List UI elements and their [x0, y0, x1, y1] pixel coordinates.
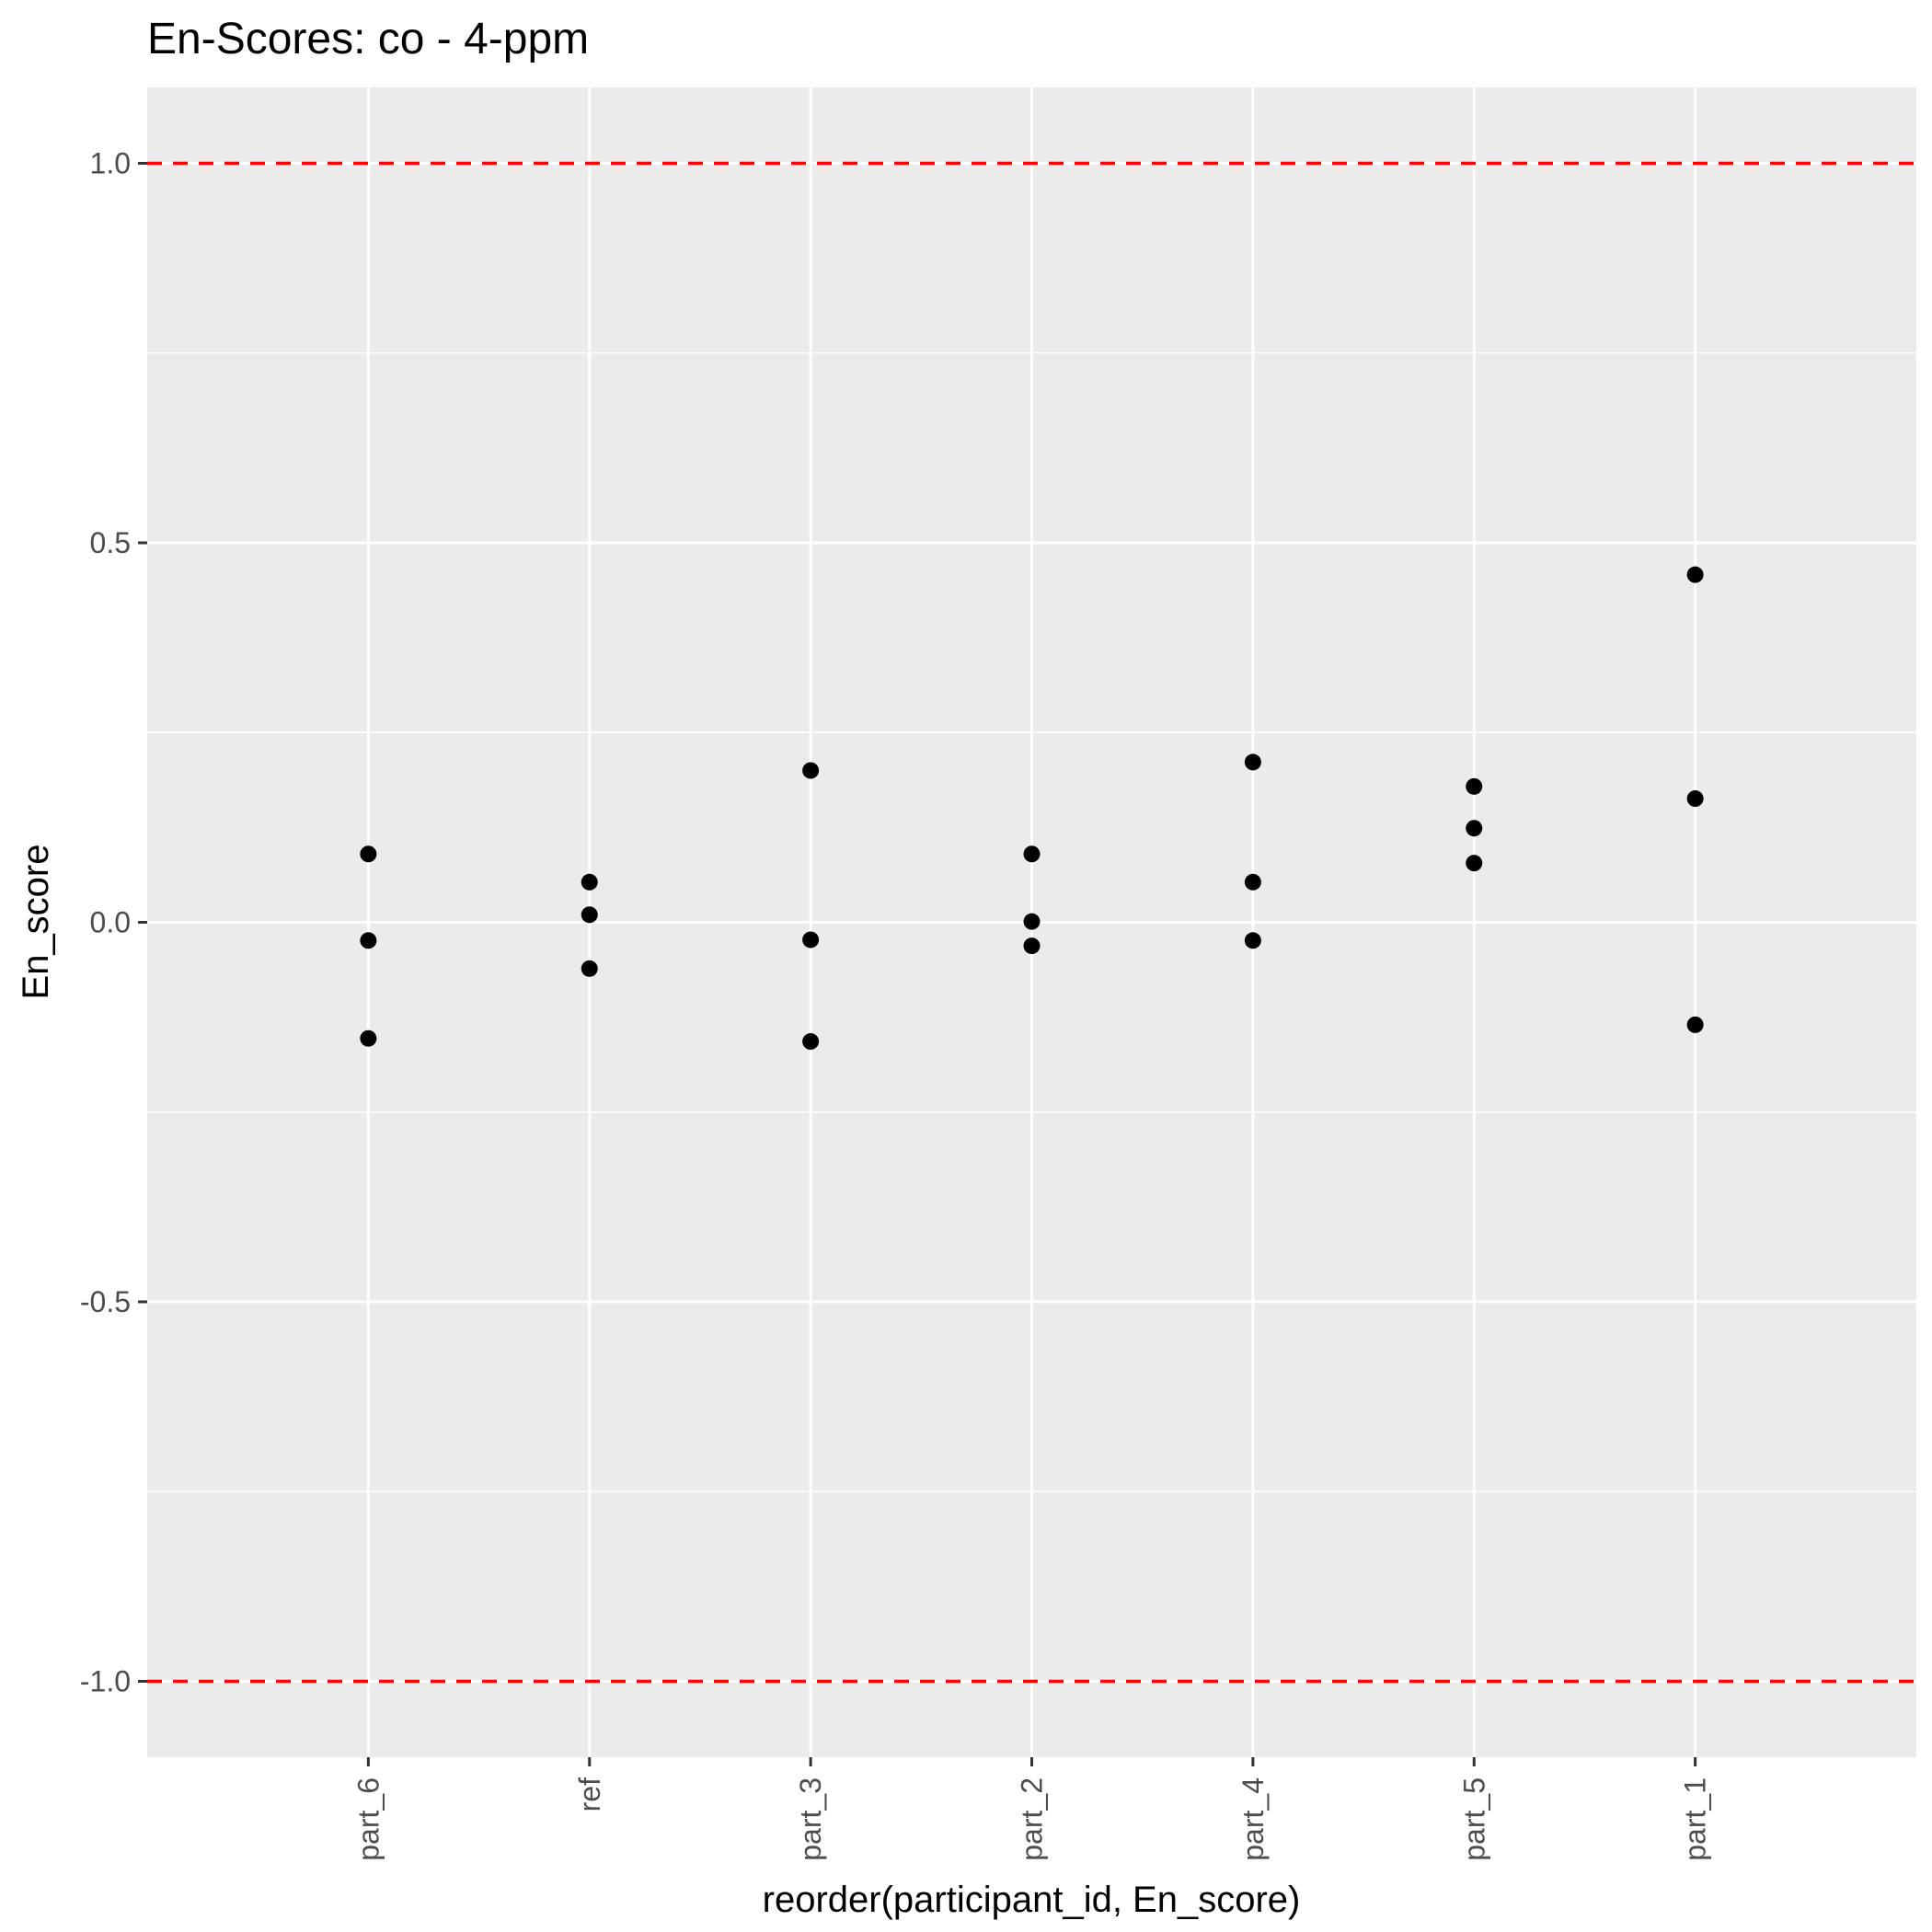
- data-point-part_6: [360, 932, 377, 949]
- data-point-ref: [581, 960, 598, 977]
- data-point-ref: [581, 906, 598, 924]
- reference-lines: [147, 161, 1916, 1684]
- x-tick-label-part_6: part_6: [351, 1777, 385, 1861]
- data-point-part_4: [1244, 873, 1261, 891]
- data-point-part_2: [1023, 937, 1041, 955]
- data-point-part_2: [1023, 913, 1041, 930]
- x-tick-label-ref: ref: [573, 1777, 606, 1811]
- x-axis-ticks: part_6 ref part_3 part_2 part_4 part_5 part_1: [351, 1757, 1712, 1861]
- data-point-part_1: [1686, 566, 1704, 583]
- x-tick-label-part_4: part_4: [1236, 1777, 1270, 1861]
- data-point-part_6: [360, 1029, 377, 1047]
- x-tick-label-part_1: part_1: [1679, 1777, 1712, 1861]
- data-point-part_3: [802, 931, 820, 949]
- y-axis-ticks: 1.0 0.5 0.0 -0.5 -1.0: [80, 147, 147, 1698]
- data-point-part_5: [1466, 777, 1483, 795]
- x-tick-label-part_5: part_5: [1457, 1777, 1490, 1861]
- data-point-part_4: [1244, 932, 1261, 949]
- y-tick-label: 0.5: [90, 526, 131, 559]
- data-points: [360, 566, 1704, 1051]
- data-point-part_1: [1686, 1016, 1704, 1033]
- x-tick-label-part_3: part_3: [794, 1777, 827, 1861]
- x-tick-label-part_2: part_2: [1016, 1777, 1049, 1861]
- data-point-ref: [581, 873, 598, 891]
- data-point-part_2: [1023, 845, 1041, 863]
- data-point-part_6: [360, 845, 377, 863]
- y-tick-label: -1.0: [80, 1665, 131, 1698]
- data-point-part_4: [1244, 753, 1261, 771]
- y-tick-label: -0.5: [80, 1285, 131, 1318]
- chart-title: En-Scores: co - 4-ppm: [147, 15, 589, 63]
- y-axis-title: En_score: [16, 845, 56, 1000]
- data-point-part_1: [1686, 790, 1704, 808]
- data-point-part_5: [1466, 855, 1483, 872]
- data-point-part_3: [802, 762, 820, 779]
- y-tick-label: 0.0: [90, 906, 131, 939]
- x-axis-title: reorder(participant_id, En_score): [763, 1880, 1301, 1920]
- y-tick-label: 1.0: [90, 147, 131, 180]
- data-point-part_3: [802, 1033, 820, 1051]
- data-point-part_5: [1466, 820, 1483, 837]
